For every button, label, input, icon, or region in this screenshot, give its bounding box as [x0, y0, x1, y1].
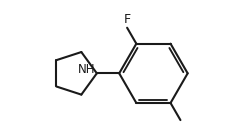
Text: F: F: [123, 13, 131, 26]
Text: NH: NH: [78, 63, 95, 76]
